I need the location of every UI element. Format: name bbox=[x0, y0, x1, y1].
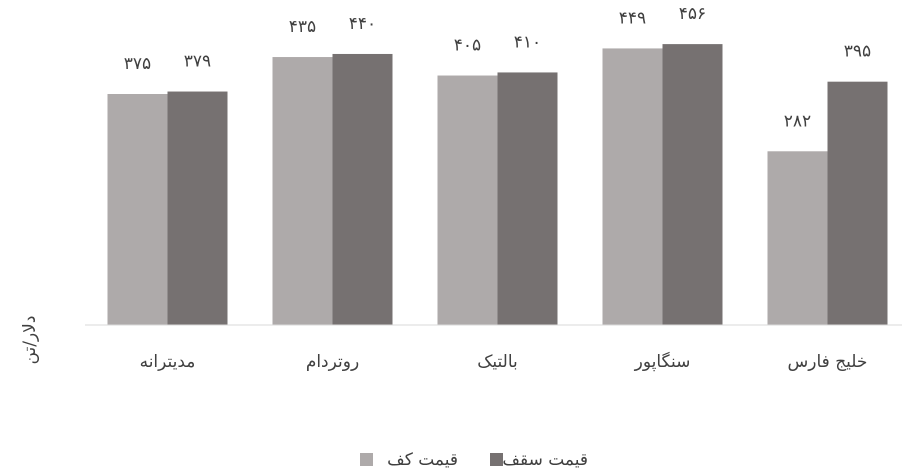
x-tick-label: روتردام bbox=[306, 352, 359, 372]
legend-swatch bbox=[360, 453, 373, 466]
value-label: ۴۴۹ bbox=[619, 8, 646, 28]
bar bbox=[662, 44, 723, 325]
value-label: ۳۷۵ bbox=[124, 54, 151, 74]
value-label: ۴۵۶ bbox=[679, 4, 706, 24]
bar bbox=[767, 151, 828, 325]
bar bbox=[332, 53, 393, 326]
value-label: ۴۳۵ bbox=[289, 17, 316, 37]
bar bbox=[602, 48, 663, 325]
bar bbox=[497, 72, 558, 325]
value-label: ۴۴۰ bbox=[349, 14, 376, 34]
bar bbox=[437, 75, 498, 326]
x-tick-label: مدیترانه bbox=[140, 352, 196, 372]
legend-label: قیمت کف bbox=[387, 450, 458, 470]
x-tick-label: بالتیک bbox=[477, 352, 518, 372]
value-label: ۴۰۵ bbox=[454, 36, 481, 56]
value-label: ۳۹۵ bbox=[844, 42, 871, 62]
bar bbox=[107, 94, 168, 325]
bar bbox=[272, 57, 333, 325]
value-label: ۳۷۹ bbox=[184, 52, 211, 72]
value-label: ۴۱۰ bbox=[514, 32, 541, 52]
bar bbox=[827, 81, 888, 326]
y-axis-label: دلار/تن bbox=[20, 316, 40, 365]
legend-swatch bbox=[490, 453, 503, 466]
bar bbox=[167, 91, 228, 325]
x-tick-label: سنگاپور bbox=[634, 351, 691, 372]
value-label: ۲۸۲ bbox=[784, 111, 811, 131]
legend-label: قیمت سقف bbox=[502, 450, 588, 470]
x-tick-label: خلیج فارس bbox=[788, 352, 868, 372]
